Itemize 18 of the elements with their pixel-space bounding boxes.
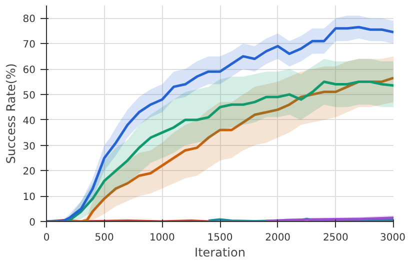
x-tick-label: 3000 [380,232,406,244]
y-tick-label: 40 [22,116,36,127]
y-tick-label: 80 [22,14,36,26]
x-tick-label: 1500 [207,232,233,244]
y-tick-label: 10 [22,192,36,204]
x-axis-title: Iteration [194,246,246,260]
y-tick-label: 60 [22,65,36,76]
x-tick-label: 0 [43,232,50,244]
x-tick-label: 500 [94,232,114,244]
x-tick-label: 1000 [149,232,175,244]
x-tick-label: 2000 [265,232,291,244]
y-tick-label: 50 [22,90,36,102]
x-tick-label: 2500 [322,232,348,244]
y-tick-label: 0 [29,218,36,228]
y-tick-label: 30 [22,141,36,152]
y-tick-label: 70 [22,40,36,51]
y-tick-label: 20 [22,166,36,178]
y-axis-title: Success Rate(%) [4,63,18,164]
